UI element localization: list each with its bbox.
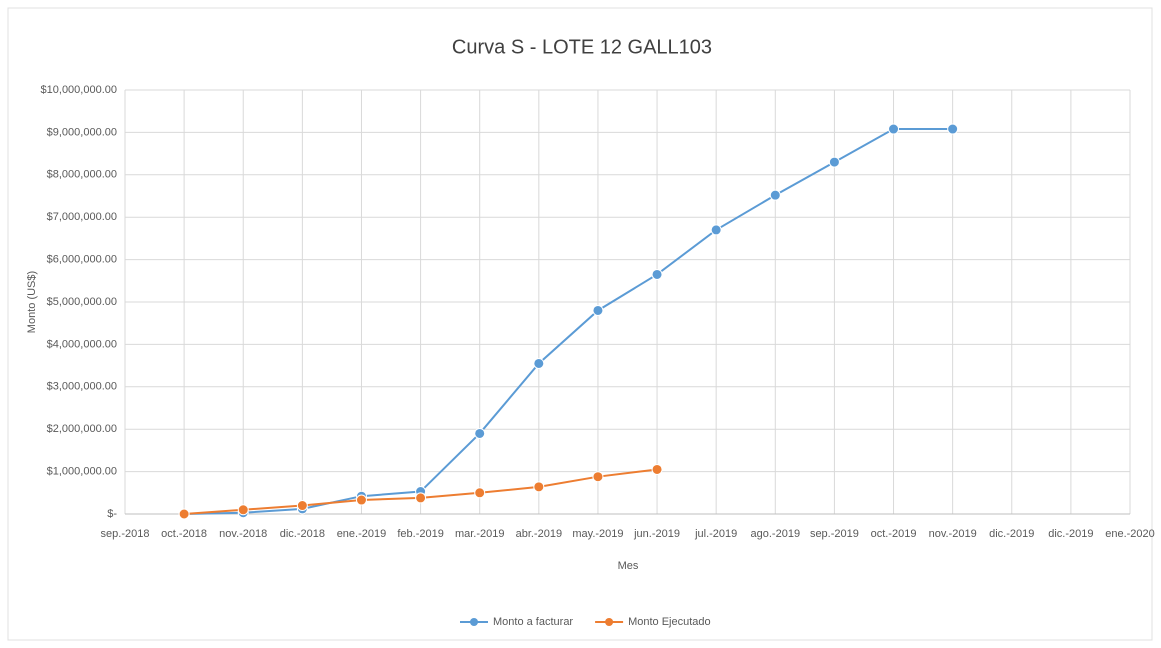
series-marker	[710, 224, 722, 236]
series-marker	[474, 427, 486, 439]
legend-label: Monto a facturar	[493, 616, 573, 628]
y-tick-label: $1,000,000.00	[47, 466, 117, 478]
y-tick-label: $2,000,000.00	[47, 423, 117, 435]
x-tick-label: dic.-2019	[1048, 528, 1093, 540]
series-marker	[769, 189, 781, 201]
legend-marker	[470, 618, 478, 626]
x-tick-label: dic.-2018	[280, 528, 325, 540]
x-tick-label: jul.-2019	[694, 528, 737, 540]
y-tick-label: $-	[107, 508, 117, 520]
x-axis-label: Mes	[618, 560, 639, 572]
series-marker	[296, 500, 308, 512]
x-tick-label: feb.-2019	[397, 528, 443, 540]
series-marker	[947, 123, 959, 135]
x-tick-label: mar.-2019	[455, 528, 505, 540]
y-tick-label: $4,000,000.00	[47, 338, 117, 350]
x-tick-label: ene.-2019	[337, 528, 387, 540]
series-marker	[415, 492, 427, 504]
y-tick-label: $8,000,000.00	[47, 169, 117, 181]
legend-marker	[605, 618, 614, 626]
x-tick-label: nov.-2018	[219, 528, 267, 540]
x-tick-label: oct.-2019	[871, 528, 917, 540]
chart-frame	[7, 7, 1153, 641]
legend-label: Monto Ejecutado	[628, 616, 711, 628]
series-marker	[888, 123, 900, 135]
series-marker	[474, 487, 486, 499]
series-marker	[237, 504, 249, 516]
series-marker	[592, 471, 604, 483]
series-line	[184, 128, 953, 515]
x-tick-label: dic.-2019	[989, 528, 1034, 540]
x-tick-label: nov.-2019	[929, 528, 977, 540]
x-tick-label: ago.-2019	[751, 528, 801, 540]
x-tick-label: sep.-2018	[101, 528, 150, 540]
y-axis-label: Monto (US$)	[26, 271, 38, 333]
y-tick-label: $7,000,000.00	[47, 211, 117, 223]
series-marker	[651, 268, 663, 280]
series-marker	[592, 304, 604, 316]
y-tick-label: $5,000,000.00	[47, 296, 117, 308]
series-marker	[178, 508, 190, 520]
y-tick-label: $3,000,000.00	[47, 381, 117, 393]
x-tick-label: sep.-2019	[810, 528, 859, 540]
x-tick-label: jun.-2019	[633, 528, 680, 540]
series-marker	[533, 481, 545, 493]
y-tick-label: $6,000,000.00	[47, 254, 117, 266]
series-marker	[651, 463, 663, 475]
x-tick-label: oct.-2018	[161, 528, 207, 540]
x-tick-label: abr.-2019	[516, 528, 562, 540]
series-marker	[828, 156, 840, 168]
series-marker	[355, 494, 367, 506]
y-tick-label: $10,000,000.00	[41, 84, 117, 96]
x-tick-label: ene.-2020	[1105, 528, 1155, 540]
y-tick-label: $9,000,000.00	[47, 126, 117, 138]
series-marker	[533, 357, 545, 369]
x-tick-label: may.-2019	[572, 528, 623, 540]
chart-title: Curva S - LOTE 12 GALL103	[452, 36, 712, 58]
